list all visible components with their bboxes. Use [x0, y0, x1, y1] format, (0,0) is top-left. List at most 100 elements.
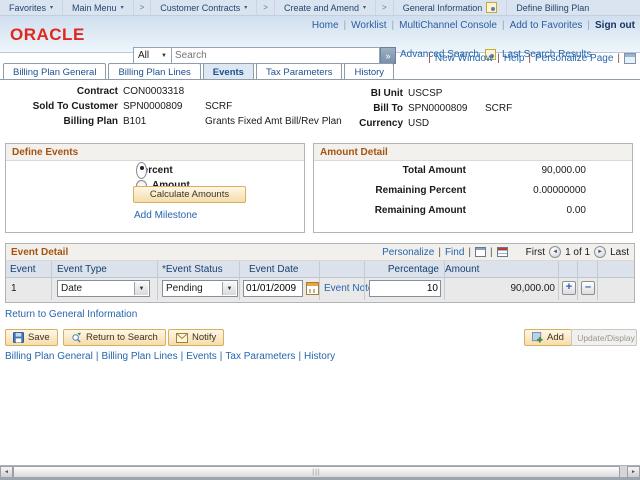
personalize-grid-link[interactable]: Personalize: [382, 246, 435, 258]
last-label: Last: [610, 246, 629, 258]
calendar-prompt-icon[interactable]: [306, 282, 319, 295]
notify-label: Notify: [192, 332, 217, 343]
amount-detail-box: Amount Detail Total Amount 90,000.00 Rem…: [313, 143, 633, 233]
breadcrumb-label: Main Menu: [72, 2, 117, 13]
breadcrumb-customer-contracts[interactable]: Customer Contracts ▾: [151, 0, 258, 15]
chevron-down-icon: ▼: [222, 282, 236, 295]
event-note-link[interactable]: Event Note: [324, 283, 374, 294]
link-billing-plan-lines[interactable]: Billing Plan Lines: [101, 351, 178, 362]
horizontal-scrollbar[interactable]: ◄ ||| ►: [0, 465, 640, 478]
first-label: First: [525, 246, 546, 258]
event-row: 1 Date ▼ Pending ▼ Event Note 90,000.00 …: [6, 278, 634, 300]
grid-column-headers: Event Event Type *Event Status Event Dat…: [6, 261, 634, 278]
link-tax-parameters[interactable]: Tax Parameters: [225, 351, 296, 362]
breadcrumb-create-and-amend[interactable]: Create and Amend ▾: [275, 0, 377, 15]
return-to-search-button[interactable]: Return to Search: [63, 329, 166, 346]
chevron-down-icon: ▼: [134, 282, 148, 295]
sign-out-link[interactable]: Sign out: [595, 20, 635, 31]
tab-billing-plan-general[interactable]: Billing Plan General: [3, 63, 107, 80]
col-event-date: Event Date: [249, 264, 299, 275]
breadcrumb-current-page: Define Billing Plan: [507, 0, 598, 15]
remaining-percent-value: 0.00000000: [533, 185, 586, 196]
add-row-button[interactable]: +: [562, 281, 576, 295]
total-amount-value: 90,000.00: [541, 165, 587, 176]
tab-rule: [0, 79, 640, 80]
return-to-search-label: Return to Search: [86, 332, 158, 343]
calculate-amounts-button[interactable]: Calculate Amounts: [133, 186, 246, 203]
billing-plan-value: B101: [123, 116, 147, 127]
tab-history[interactable]: History: [344, 63, 395, 80]
http-window-icon[interactable]: [624, 53, 636, 64]
grid-divider: [157, 261, 158, 300]
currency-value: USD: [408, 118, 430, 129]
event-status-value: Pending: [166, 283, 203, 294]
page-action-bar: | New Window | Help | Personalize Page |: [428, 53, 636, 64]
event-detail-titlebar: Event Detail Personalize | Find | | Firs…: [6, 244, 634, 261]
contract-label: Contract: [76, 86, 118, 97]
breadcrumb-separator-icon: [376, 0, 394, 15]
link-history[interactable]: History: [304, 351, 336, 362]
add-milestone-link[interactable]: Add Milestone: [134, 210, 198, 221]
event-detail-title: Event Detail: [11, 246, 69, 258]
delete-row-button[interactable]: –: [581, 281, 595, 295]
breadcrumb-label: Customer Contracts: [160, 2, 241, 13]
breadcrumb: Favorites ▾ Main Menu ▾ Customer Contrac…: [0, 0, 640, 16]
advanced-search-link[interactable]: Advanced Search: [400, 49, 479, 60]
col-percentage: Percentage: [387, 264, 439, 275]
link-billing-plan-general[interactable]: Billing Plan General: [5, 351, 93, 362]
scrollbar-grip-icon: |||: [312, 468, 321, 476]
nav-add-to-favorites[interactable]: Add to Favorites: [509, 20, 583, 31]
percent-radio[interactable]: [136, 162, 147, 179]
last-search-results-icon: [484, 49, 496, 60]
link-events[interactable]: Events: [186, 351, 217, 362]
grid-divider: [239, 261, 240, 300]
previous-row-icon[interactable]: ◄: [549, 246, 562, 258]
add-button[interactable]: Add: [524, 329, 572, 346]
event-date-input[interactable]: [243, 280, 303, 297]
grid-toolbar: Personalize | Find | | First ◄ 1 of 1 ► …: [382, 246, 629, 258]
grid-divider: [319, 261, 320, 300]
chevron-down-icon: ▾: [363, 5, 367, 11]
page-title: Define Billing Plan: [516, 2, 590, 13]
tab-events[interactable]: Events: [202, 63, 254, 80]
nav-multichannel-console[interactable]: MultiChannel Console: [399, 20, 497, 31]
save-button[interactable]: Save: [5, 329, 58, 346]
breadcrumb-label: Create and Amend: [283, 2, 360, 13]
tab-tax-parameters[interactable]: Tax Parameters: [255, 63, 343, 80]
sold-to-desc: SCRF: [205, 101, 233, 112]
help-link[interactable]: Help: [503, 53, 525, 64]
event-status-select[interactable]: Pending ▼: [162, 280, 238, 297]
grid-divider: [444, 261, 445, 300]
new-window-link[interactable]: New Window: [434, 53, 494, 64]
download-spreadsheet-icon[interactable]: [496, 247, 508, 257]
find-link[interactable]: Find: [444, 246, 465, 258]
chevron-down-icon: ▼: [161, 52, 167, 59]
return-to-general-information-link[interactable]: Return to General Information: [5, 309, 138, 320]
tab-billing-plan-lines[interactable]: Billing Plan Lines: [108, 63, 201, 80]
bill-to-desc: SCRF: [485, 103, 513, 114]
breadcrumb-favorites[interactable]: Favorites ▾: [0, 0, 64, 15]
bill-to-value: SPN0000809: [408, 103, 468, 114]
grid-divider: [577, 261, 578, 300]
billing-plan-label: Billing Plan: [63, 116, 118, 127]
last-search-results-link[interactable]: Last Search Results: [501, 49, 592, 60]
col-event-type: Event Type: [57, 264, 107, 275]
window-bottom-edge: [0, 477, 640, 480]
nav-worklist[interactable]: Worklist: [351, 20, 387, 31]
notify-button[interactable]: Notify: [168, 329, 225, 346]
chevron-down-icon: ▾: [120, 5, 124, 11]
bill-to-label: Bill To: [373, 103, 403, 114]
search-input[interactable]: [171, 47, 380, 64]
add-label: Add: [547, 332, 564, 343]
event-type-select[interactable]: Date ▼: [57, 280, 150, 297]
update-display-button: Update/Display: [571, 329, 637, 346]
breadcrumb-main-menu[interactable]: Main Menu ▾: [63, 0, 134, 15]
breadcrumb-general-information[interactable]: General Information: [394, 0, 508, 15]
view-all-popup-icon[interactable]: [475, 247, 486, 257]
next-row-icon[interactable]: ►: [594, 246, 607, 258]
bi-unit-label: BI Unit: [370, 88, 403, 99]
percentage-input[interactable]: [369, 280, 441, 297]
search-scope-value: All: [138, 50, 150, 61]
nav-home[interactable]: Home: [311, 20, 339, 31]
personalize-page-link[interactable]: Personalize Page: [535, 53, 614, 64]
